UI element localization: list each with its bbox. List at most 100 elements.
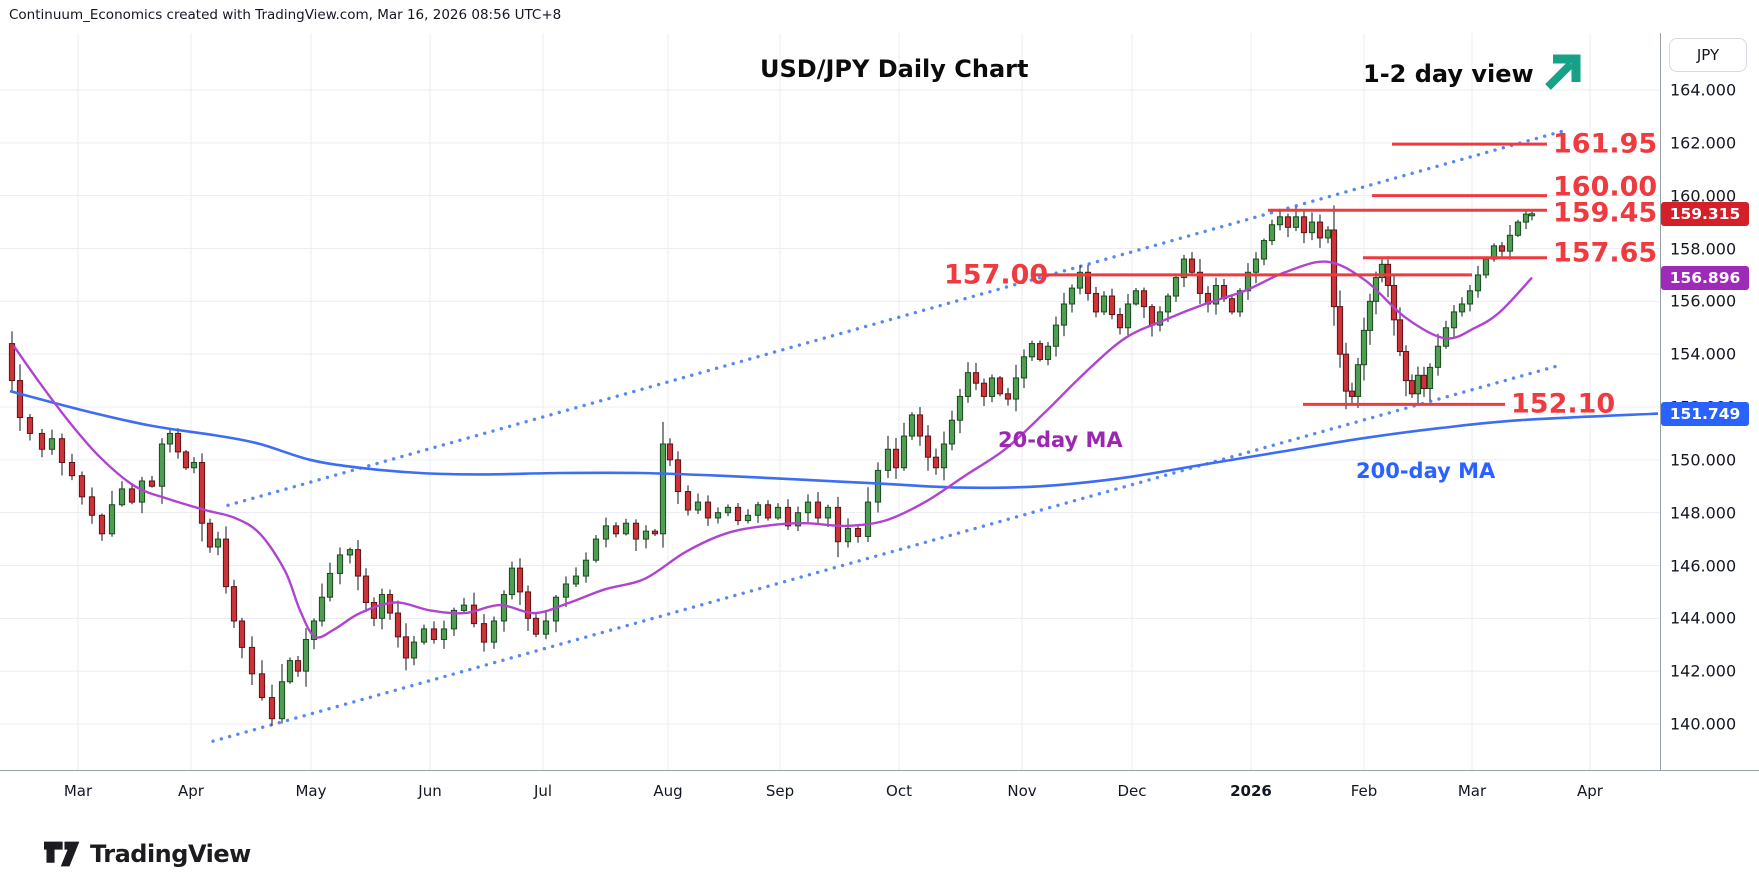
candle-down xyxy=(924,435,932,458)
candle-down xyxy=(532,617,540,635)
candle-down xyxy=(892,448,900,469)
candle-up xyxy=(542,620,550,635)
candle-down xyxy=(38,432,46,450)
candle-up xyxy=(1378,263,1386,279)
trend-up-arrow-icon xyxy=(1538,50,1584,96)
candle-down xyxy=(651,530,659,535)
candle-down xyxy=(1342,353,1350,392)
candle-up xyxy=(166,432,174,445)
candle-down xyxy=(362,575,370,603)
candle-up xyxy=(1052,324,1060,347)
candle-up xyxy=(1156,311,1164,326)
candle-up xyxy=(1514,221,1522,236)
candle-up xyxy=(450,609,458,630)
candle-up xyxy=(1044,345,1052,360)
price-tick-label: 142.000 xyxy=(1670,661,1737,681)
candle-up xyxy=(302,638,310,672)
candle-down xyxy=(238,620,246,648)
tradingview-logo[interactable]: TradingView xyxy=(44,836,251,872)
candle-up xyxy=(1324,229,1332,239)
candle-down xyxy=(1140,290,1148,308)
price-tick-label: 164.000 xyxy=(1670,80,1737,100)
month-label: Mar xyxy=(1457,782,1487,800)
candle-up xyxy=(844,528,852,543)
candle-down xyxy=(370,601,378,619)
candle-up xyxy=(1458,303,1466,313)
candle-down xyxy=(1036,343,1044,360)
candle-down xyxy=(128,488,136,503)
candle-down xyxy=(980,382,988,397)
candle-up xyxy=(318,596,326,622)
candle-up xyxy=(1466,290,1474,305)
candle-up xyxy=(1076,271,1084,289)
candle-down xyxy=(1390,284,1398,321)
candle-down xyxy=(1188,258,1196,273)
trend-channel-line xyxy=(211,364,1559,743)
month-label: Jul xyxy=(533,782,553,800)
month-label: Apr xyxy=(178,782,204,800)
candle-up xyxy=(1506,234,1514,252)
candle-up xyxy=(948,419,956,445)
candle-down xyxy=(684,491,692,511)
price-badge: 159.315 xyxy=(1661,201,1749,226)
candle-up xyxy=(1360,329,1368,366)
candle-down xyxy=(294,660,302,672)
candle-down xyxy=(182,451,190,469)
price-tick-label: 144.000 xyxy=(1670,608,1737,628)
candle-down xyxy=(470,604,478,625)
credit-line: Continuum_Economics created with Trading… xyxy=(9,7,562,23)
price-tick-label: 160.000 xyxy=(1670,186,1737,206)
month-label: Nov xyxy=(1007,782,1037,800)
trend-channel-line xyxy=(226,127,1570,507)
candle-up xyxy=(190,461,198,469)
candle-up xyxy=(694,501,702,511)
candle-down xyxy=(784,506,792,527)
candle-down xyxy=(26,417,34,434)
candle-up xyxy=(286,660,294,683)
candle-down xyxy=(1116,314,1124,329)
level-label-160.00: 160.00 xyxy=(1553,171,1658,203)
level-label-152.10: 152.10 xyxy=(1511,388,1616,420)
candle-up xyxy=(1020,356,1028,379)
tradingview-logo-icon xyxy=(44,841,80,867)
candle-up xyxy=(1236,290,1244,313)
level-label-157.65: 157.65 xyxy=(1553,237,1658,269)
candle-up xyxy=(1276,216,1284,226)
candle-up xyxy=(900,435,908,469)
price-tick-label: 158.000 xyxy=(1670,239,1737,258)
candle-down xyxy=(402,636,410,659)
candle-up xyxy=(1434,345,1442,368)
candle-down xyxy=(674,459,682,493)
candle-up xyxy=(420,628,428,643)
currency-unit-button[interactable]: JPY xyxy=(1669,38,1747,72)
candle-up xyxy=(1522,213,1530,223)
candle-down xyxy=(198,461,206,524)
candle-down xyxy=(612,525,620,535)
candle-down xyxy=(972,372,980,384)
candle-up xyxy=(310,620,318,640)
candle-up xyxy=(1292,216,1300,228)
candle-down xyxy=(932,456,940,469)
candle-down xyxy=(1498,245,1506,252)
candle-up xyxy=(582,559,590,577)
candle-up xyxy=(824,506,832,519)
candle-down xyxy=(1092,292,1100,313)
month-label: May xyxy=(295,782,327,800)
candle-up xyxy=(460,604,468,611)
candle-up xyxy=(336,554,344,574)
candle-down xyxy=(764,504,772,519)
candle-up xyxy=(572,575,580,585)
candle-down xyxy=(8,343,16,382)
month-label: Aug xyxy=(653,782,683,800)
candle-down xyxy=(1330,229,1338,308)
candle-up xyxy=(1012,377,1020,400)
view-horizon-note: 1-2 day view xyxy=(1363,60,1534,88)
price-tick-label: 148.000 xyxy=(1670,503,1737,523)
candle-up xyxy=(1426,366,1434,390)
candle-up xyxy=(1268,224,1276,242)
candle-up xyxy=(1474,274,1482,292)
candle-up xyxy=(1260,240,1268,260)
candle-up xyxy=(874,469,882,503)
